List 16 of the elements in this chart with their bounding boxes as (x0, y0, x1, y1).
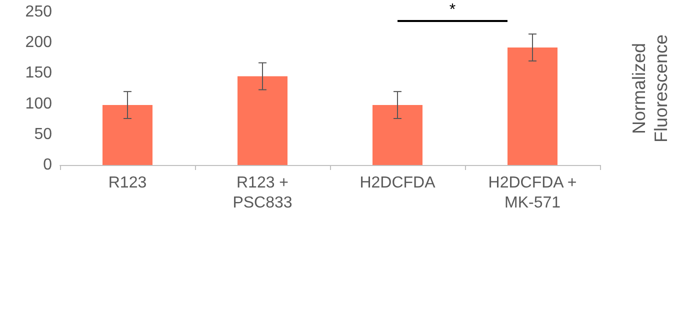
y-tick-label: 50 (34, 126, 52, 143)
bar (102, 105, 152, 165)
x-tick-label: H2DCFDA + MK-571 (488, 174, 577, 212)
y-tick-label: 0 (43, 156, 52, 174)
bar (238, 76, 288, 165)
bar (508, 47, 558, 165)
y-tick-label: 150 (25, 64, 52, 82)
y-tick-label: 100 (25, 95, 52, 112)
y-tick-label: 200 (25, 34, 52, 52)
annotation: * (449, 2, 456, 19)
bar (372, 105, 422, 165)
x-tick-label: R123 (108, 174, 147, 192)
x-tick-label: R123 + PSC833 (232, 174, 292, 212)
y-tick-label: 250 (25, 4, 52, 20)
y-axis-title: Normalized Fluorescence (629, 34, 671, 143)
x-tick-label: H2DCFDA (360, 174, 436, 192)
